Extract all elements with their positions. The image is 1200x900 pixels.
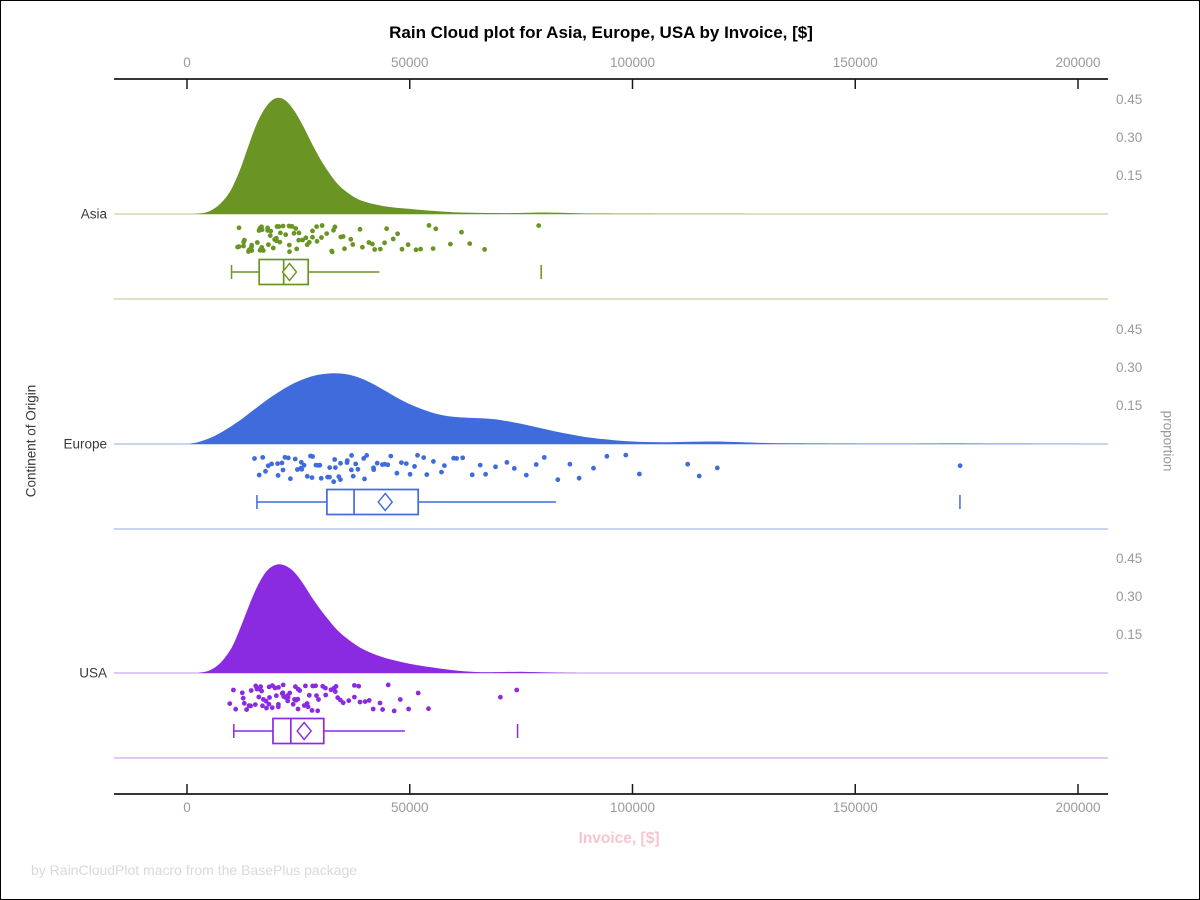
attribution-text: by RainCloudPlot macro from the BasePlus… bbox=[31, 862, 358, 878]
x-axis-top-tick-label: 50000 bbox=[390, 55, 429, 70]
proportion-tick-label: 0.45 bbox=[1116, 322, 1143, 338]
x-axis-bottom-tick-label: 150000 bbox=[832, 800, 878, 815]
y-axis-left-label: Continent of Origin bbox=[23, 384, 39, 498]
proportion-tick-label: 0.30 bbox=[1116, 589, 1143, 605]
y-axis-right-label: proportion bbox=[1160, 410, 1176, 472]
x-axis-bottom-tick-label: 200000 bbox=[1055, 800, 1101, 815]
chart-title: Rain Cloud plot for Asia, Europe, USA by… bbox=[389, 23, 813, 42]
x-axis-top-tick-label: 200000 bbox=[1055, 55, 1101, 70]
proportion-tick-label: 0.45 bbox=[1116, 92, 1143, 108]
proportion-tick-label: 0.15 bbox=[1116, 168, 1143, 184]
x-axis-top-tick-label: 150000 bbox=[832, 55, 878, 70]
proportion-tick-label: 0.15 bbox=[1116, 627, 1143, 643]
proportion-tick-label: 0.30 bbox=[1116, 130, 1143, 146]
proportion-tick-label: 0.15 bbox=[1116, 398, 1143, 414]
x-axis-top-tick-label: 100000 bbox=[609, 55, 656, 70]
x-axis-bottom-tick-label: 0 bbox=[183, 800, 191, 815]
proportion-tick-label: 0.30 bbox=[1116, 360, 1143, 376]
x-axis-bottom-tick-label: 50000 bbox=[390, 800, 429, 815]
x-axis-top-tick-label: 0 bbox=[183, 55, 191, 70]
category-label-asia: Asia bbox=[80, 206, 107, 222]
x-axis-label: Invoice, [$] bbox=[578, 830, 660, 847]
proportion-tick-label: 0.45 bbox=[1116, 551, 1143, 567]
category-label-europe: Europe bbox=[63, 436, 107, 452]
category-label-usa: USA bbox=[79, 665, 107, 681]
x-axis-bottom-tick-label: 100000 bbox=[609, 800, 656, 815]
